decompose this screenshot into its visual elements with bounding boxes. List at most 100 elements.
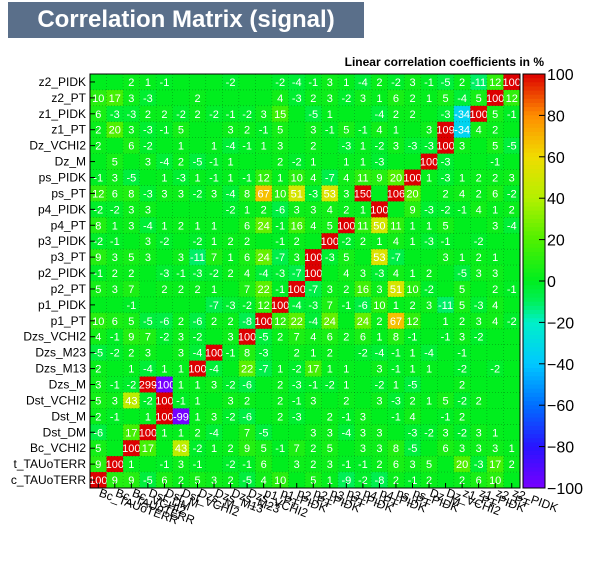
cell-value: -4 bbox=[226, 141, 236, 153]
heatmap-cell bbox=[503, 137, 521, 154]
row-label: p4_PT bbox=[51, 218, 87, 232]
cell-value: 1 bbox=[327, 364, 333, 376]
cell-value: -2 bbox=[209, 268, 219, 280]
cell-value: 1 bbox=[426, 220, 432, 232]
heatmap-cell bbox=[437, 472, 455, 489]
cell-value: -1 bbox=[160, 77, 170, 89]
cell-value: -3 bbox=[193, 268, 203, 280]
heatmap-cell bbox=[503, 233, 521, 250]
heatmap-cell bbox=[90, 392, 107, 409]
heatmap-cell bbox=[139, 233, 157, 250]
row-label: z2_PT bbox=[51, 91, 86, 105]
colorbar-band bbox=[523, 355, 545, 361]
cell-value: 20 bbox=[456, 459, 468, 471]
cell-value: 2 bbox=[426, 268, 432, 280]
cell-value: -3 bbox=[391, 395, 401, 407]
cell-value: 1 bbox=[310, 348, 316, 360]
cell-value: 100 bbox=[486, 93, 504, 105]
colorbar-band bbox=[523, 177, 545, 183]
heatmap-cell bbox=[90, 265, 107, 282]
cell-value: -4 bbox=[160, 157, 170, 169]
cell-value: 3 bbox=[443, 427, 449, 439]
cell-value: -2 bbox=[193, 188, 203, 200]
cell-value: 3 bbox=[360, 411, 366, 423]
cell-value: 3 bbox=[476, 268, 482, 280]
cell-value: 12 bbox=[406, 316, 418, 328]
cell-value: 3 bbox=[145, 204, 151, 216]
cell-value: 15 bbox=[274, 109, 286, 121]
cell-value: -2 bbox=[193, 443, 203, 455]
cell-value: -1 bbox=[507, 109, 517, 121]
heatmap-cell bbox=[404, 121, 422, 138]
heatmap-cell bbox=[205, 233, 223, 250]
colorbar-band bbox=[523, 98, 545, 104]
cell-value: 100 bbox=[254, 316, 272, 328]
cell-value: 3 bbox=[145, 157, 151, 169]
heatmap-cell bbox=[371, 472, 388, 489]
cell-value: -2 bbox=[341, 93, 351, 105]
heatmap-cell bbox=[305, 185, 322, 202]
cell-value: -3 bbox=[275, 268, 285, 280]
heatmap-cell bbox=[321, 105, 339, 123]
heatmap-cell bbox=[205, 360, 223, 377]
heatmap-cell bbox=[106, 424, 124, 441]
heatmap-cell bbox=[321, 121, 339, 138]
heatmap-cell bbox=[156, 392, 173, 409]
heatmap-cell bbox=[437, 296, 455, 314]
heatmap-cell bbox=[354, 376, 372, 393]
cell-value: -2 bbox=[441, 204, 451, 216]
heatmap-cell bbox=[90, 344, 107, 361]
heatmap-cell bbox=[205, 408, 223, 425]
cell-value: 2 bbox=[161, 109, 167, 121]
cell-value: 1 bbox=[178, 141, 184, 153]
cell-value: -5 bbox=[457, 268, 467, 280]
cell-value: -4 bbox=[424, 348, 434, 360]
heatmap-cell bbox=[503, 376, 521, 393]
heatmap-cell bbox=[271, 312, 289, 330]
heatmap-cell bbox=[453, 456, 471, 473]
cell-value: 9 bbox=[244, 443, 250, 455]
row-label: z2_PIDK bbox=[39, 75, 86, 89]
cell-value: 1 bbox=[145, 411, 151, 423]
cell-value: 6 bbox=[244, 220, 250, 232]
heatmap-cell bbox=[437, 392, 455, 409]
cell-value: 3 bbox=[178, 252, 184, 264]
heatmap-cell bbox=[189, 74, 207, 91]
heatmap-cell bbox=[371, 74, 388, 91]
chart-title: Correlation Matrix (signal) bbox=[8, 2, 364, 38]
heatmap-cell bbox=[255, 105, 273, 123]
heatmap-cell bbox=[338, 249, 355, 266]
cell-value: 1 bbox=[277, 364, 283, 376]
cell-value: 2 bbox=[476, 252, 482, 264]
cell-value: -1 bbox=[226, 109, 236, 121]
heatmap-cell bbox=[420, 440, 438, 457]
colorbar-band bbox=[523, 189, 545, 195]
heatmap-cell bbox=[503, 312, 521, 330]
cell-value: 1 bbox=[327, 109, 333, 121]
cell-value: 17 bbox=[489, 459, 501, 471]
cell-value: 1 bbox=[178, 364, 184, 376]
cell-value: 5 bbox=[112, 157, 118, 169]
cell-value: 2 bbox=[228, 475, 234, 487]
heatmap-cell bbox=[106, 74, 124, 91]
cell-value: -4 bbox=[259, 268, 269, 280]
heatmap-cell bbox=[470, 328, 488, 345]
cell-value: 4 bbox=[310, 332, 316, 344]
heatmap-cell bbox=[90, 74, 107, 91]
heatmap-cell bbox=[90, 296, 107, 314]
heatmap-cell bbox=[205, 296, 223, 314]
heatmap-cell bbox=[453, 265, 471, 282]
heatmap-cell bbox=[305, 169, 322, 186]
cell-value: -5 bbox=[408, 443, 418, 455]
heatmap-cell bbox=[354, 456, 372, 473]
cell-value: 3 bbox=[360, 268, 366, 280]
cell-value: 4 bbox=[476, 125, 482, 137]
heatmap-cell bbox=[453, 89, 471, 107]
cell-value: -3 bbox=[408, 141, 418, 153]
cell-value: -3 bbox=[110, 109, 120, 121]
colorbar-band bbox=[523, 471, 545, 477]
cell-value: 8 bbox=[244, 348, 250, 360]
heatmap-cell bbox=[106, 233, 124, 250]
heatmap-cell bbox=[453, 153, 471, 170]
heatmap-cell bbox=[486, 408, 504, 425]
